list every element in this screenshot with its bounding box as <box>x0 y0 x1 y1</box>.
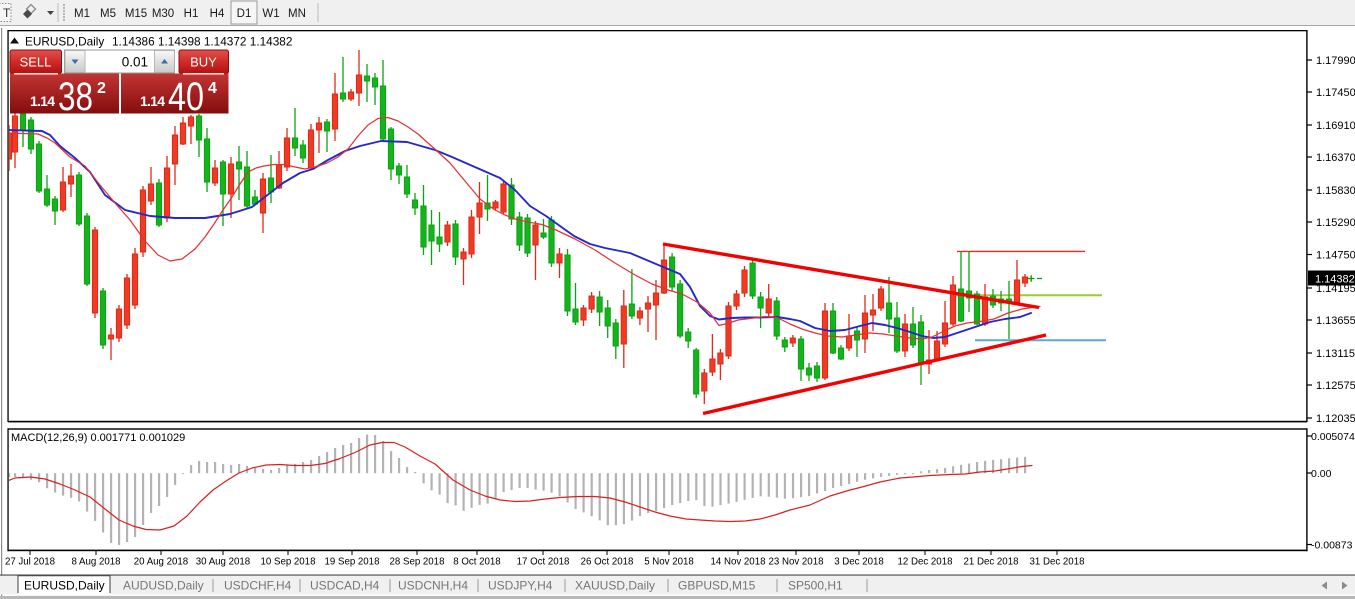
svg-text:1.14382: 1.14382 <box>1315 273 1355 285</box>
svg-text:M1: M1 <box>74 8 90 20</box>
svg-text:SP500,H1: SP500,H1 <box>788 579 843 593</box>
svg-text:EURUSD,Daily: EURUSD,Daily <box>24 579 105 593</box>
svg-text:2: 2 <box>97 80 106 97</box>
svg-text:1.14195: 1.14195 <box>1316 283 1355 295</box>
svg-text:17 Oct 2018: 17 Oct 2018 <box>517 557 570 568</box>
svg-text:H4: H4 <box>210 8 225 20</box>
svg-text:23 Nov 2018: 23 Nov 2018 <box>769 557 824 568</box>
svg-text:8 Oct 2018: 8 Oct 2018 <box>453 557 500 568</box>
svg-text:M5: M5 <box>100 8 116 20</box>
svg-text:28 Sep 2018: 28 Sep 2018 <box>390 557 445 568</box>
svg-text:20 Aug 2018: 20 Aug 2018 <box>134 557 188 568</box>
svg-text:XAUUSD,Daily: XAUUSD,Daily <box>575 579 655 593</box>
svg-text:M15: M15 <box>125 8 147 20</box>
svg-text:19 Sep 2018: 19 Sep 2018 <box>325 557 380 568</box>
svg-text:1.15830: 1.15830 <box>1316 185 1355 197</box>
svg-text:MN: MN <box>288 8 306 20</box>
svg-text:1.12575: 1.12575 <box>1316 380 1355 392</box>
svg-text:1.13655: 1.13655 <box>1316 315 1355 327</box>
svg-text:1.16370: 1.16370 <box>1316 152 1355 164</box>
svg-text:27 Jul 2018: 27 Jul 2018 <box>5 557 55 568</box>
svg-text:1.13115: 1.13115 <box>1316 348 1355 360</box>
svg-text:1.15290: 1.15290 <box>1316 217 1355 229</box>
svg-text:1.12035: 1.12035 <box>1316 413 1355 425</box>
svg-text:W1: W1 <box>262 8 279 20</box>
svg-text:30 Aug 2018: 30 Aug 2018 <box>196 557 250 568</box>
svg-text:USDCAD,H4: USDCAD,H4 <box>310 579 380 593</box>
svg-text:0.01: 0.01 <box>122 55 148 70</box>
svg-text:1.14750: 1.14750 <box>1316 250 1355 262</box>
svg-text:31 Dec 2018: 31 Dec 2018 <box>1030 557 1085 568</box>
svg-text:38: 38 <box>58 75 93 119</box>
svg-text:D1: D1 <box>237 8 252 20</box>
svg-text:8 Aug 2018: 8 Aug 2018 <box>71 557 120 568</box>
svg-text:USDCNH,H4: USDCNH,H4 <box>398 579 468 593</box>
svg-text:EURUSD,Daily: EURUSD,Daily <box>25 35 104 49</box>
svg-text:21 Dec 2018: 21 Dec 2018 <box>964 557 1019 568</box>
svg-text:40: 40 <box>168 75 204 119</box>
svg-text:10 Sep 2018: 10 Sep 2018 <box>261 557 316 568</box>
svg-text:14 Nov 2018: 14 Nov 2018 <box>711 557 766 568</box>
svg-text:3 Dec 2018: 3 Dec 2018 <box>834 557 884 568</box>
svg-text:1.17450: 1.17450 <box>1316 87 1355 99</box>
svg-text:SELL: SELL <box>20 55 52 70</box>
svg-text:USDJPY,H4: USDJPY,H4 <box>488 579 553 593</box>
svg-text:T: T <box>3 6 11 20</box>
svg-text:0.00: 0.00 <box>1311 468 1332 480</box>
svg-text:12 Dec 2018: 12 Dec 2018 <box>898 557 953 568</box>
svg-text:5 Nov 2018: 5 Nov 2018 <box>644 557 694 568</box>
svg-text:H1: H1 <box>184 8 199 20</box>
svg-text:1.14: 1.14 <box>140 93 165 109</box>
svg-text:1.16910: 1.16910 <box>1316 120 1355 132</box>
svg-text:1.14: 1.14 <box>30 93 55 109</box>
svg-text:4: 4 <box>208 80 217 97</box>
svg-text:0.005074: 0.005074 <box>1311 431 1355 443</box>
svg-text:M30: M30 <box>152 8 174 20</box>
svg-text:-0.00873: -0.00873 <box>1311 540 1353 552</box>
svg-text:GBPUSD,M15: GBPUSD,M15 <box>678 579 756 593</box>
svg-text:MACD(12,26,9) 0.001771 0.00102: MACD(12,26,9) 0.001771 0.001029 <box>11 432 185 444</box>
svg-text:AUDUSD,Daily: AUDUSD,Daily <box>123 579 204 593</box>
svg-text:26 Oct 2018: 26 Oct 2018 <box>581 557 634 568</box>
svg-text:USDCHF,H4: USDCHF,H4 <box>224 579 292 593</box>
svg-text:1.17990: 1.17990 <box>1316 55 1355 67</box>
svg-text:BUY: BUY <box>190 55 217 70</box>
svg-text:1.14386 1.14398 1.14372 1.1438: 1.14386 1.14398 1.14372 1.14382 <box>112 35 292 49</box>
